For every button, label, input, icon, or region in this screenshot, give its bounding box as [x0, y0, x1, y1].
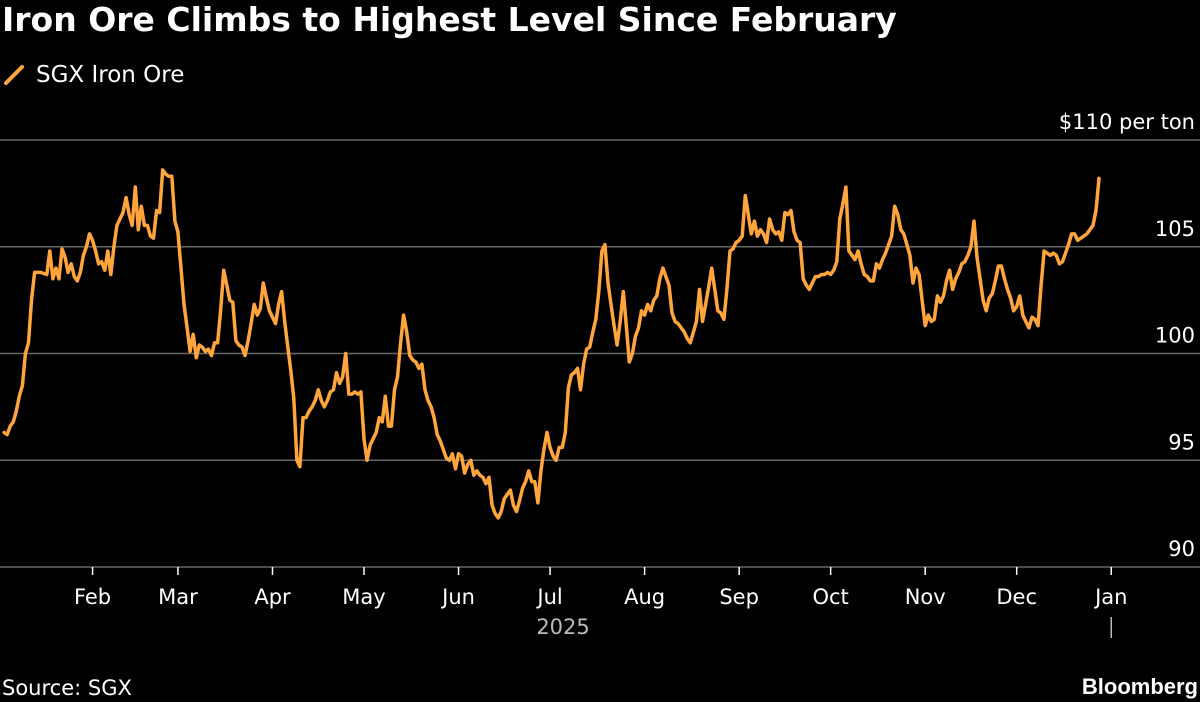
legend: SGX Iron Ore	[4, 60, 184, 90]
x-tick-label: Jul	[535, 585, 562, 609]
series-line-sgx-iron-ore	[2, 168, 1101, 520]
legend-label: SGX Iron Ore	[36, 62, 185, 88]
x-tick-label: Aug	[624, 585, 665, 609]
x-tick-label: Mar	[158, 585, 198, 609]
y-tick-label: 90	[1168, 537, 1195, 561]
x-tick-label: Jan	[1093, 585, 1127, 609]
x-tick-label: Oct	[812, 585, 848, 609]
y-tick-label: 105	[1155, 217, 1195, 241]
x-tick-label: Apr	[254, 585, 291, 609]
legend-swatch-icon	[4, 65, 24, 85]
x-tick-label: Dec	[996, 585, 1037, 609]
source-note: Source: SGX	[2, 676, 132, 700]
x-tick-label: Sep	[719, 585, 759, 609]
chart-title: Iron Ore Climbs to Highest Level Since F…	[2, 0, 897, 39]
x-tick-label: Jun	[440, 585, 475, 609]
x-tick-label: Feb	[74, 585, 111, 609]
x-tick-label: May	[342, 585, 385, 609]
bloomberg-logo: Bloomberg	[1081, 674, 1198, 699]
x-year-label: 2025	[536, 615, 589, 639]
y-tick-label: 100	[1155, 324, 1195, 348]
x-tick-label: Nov	[905, 585, 946, 609]
y-tick-label: $110 per ton	[1059, 110, 1195, 134]
y-tick-label: 95	[1168, 430, 1195, 454]
